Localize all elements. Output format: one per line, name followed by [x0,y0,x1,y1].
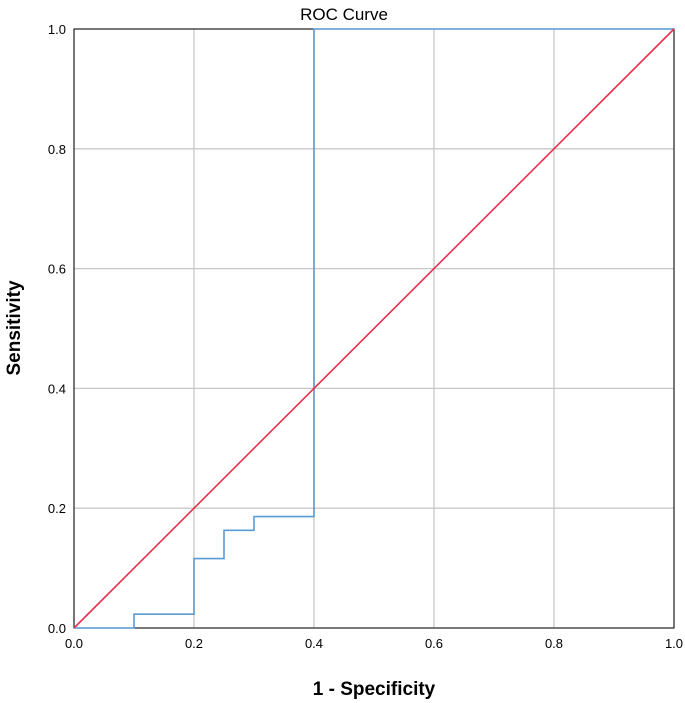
y-tick-labels: 0.0 0.2 0.4 0.6 0.8 1.0 [48,22,66,636]
x-tick-label: 0.4 [305,636,323,651]
x-axis-label: 1 - Specificity [313,679,436,700]
x-tick-label: 0.6 [425,636,443,651]
y-tick-label: 0.2 [48,501,66,516]
y-tick-label: 0.8 [48,142,66,157]
x-tick-labels: 0.0 0.2 0.4 0.6 0.8 1.0 [65,636,683,651]
series-group [73,28,675,629]
x-tick-label: 0.8 [545,636,563,651]
roc-curve-line [74,28,674,629]
y-axis-label: Sensitivity [4,280,25,375]
chart-title: ROC Curve [300,5,388,24]
x-tick-label: 0.2 [185,636,203,651]
y-tick-label: 0.6 [48,262,66,277]
x-tick-label: 0.0 [65,636,83,651]
x-tick-label: 1.0 [665,636,683,651]
y-tick-label: 0.0 [48,621,66,636]
y-tick-label: 1.0 [48,22,66,37]
y-tick-label: 0.4 [48,381,66,396]
reference-diagonal-line [73,28,675,629]
